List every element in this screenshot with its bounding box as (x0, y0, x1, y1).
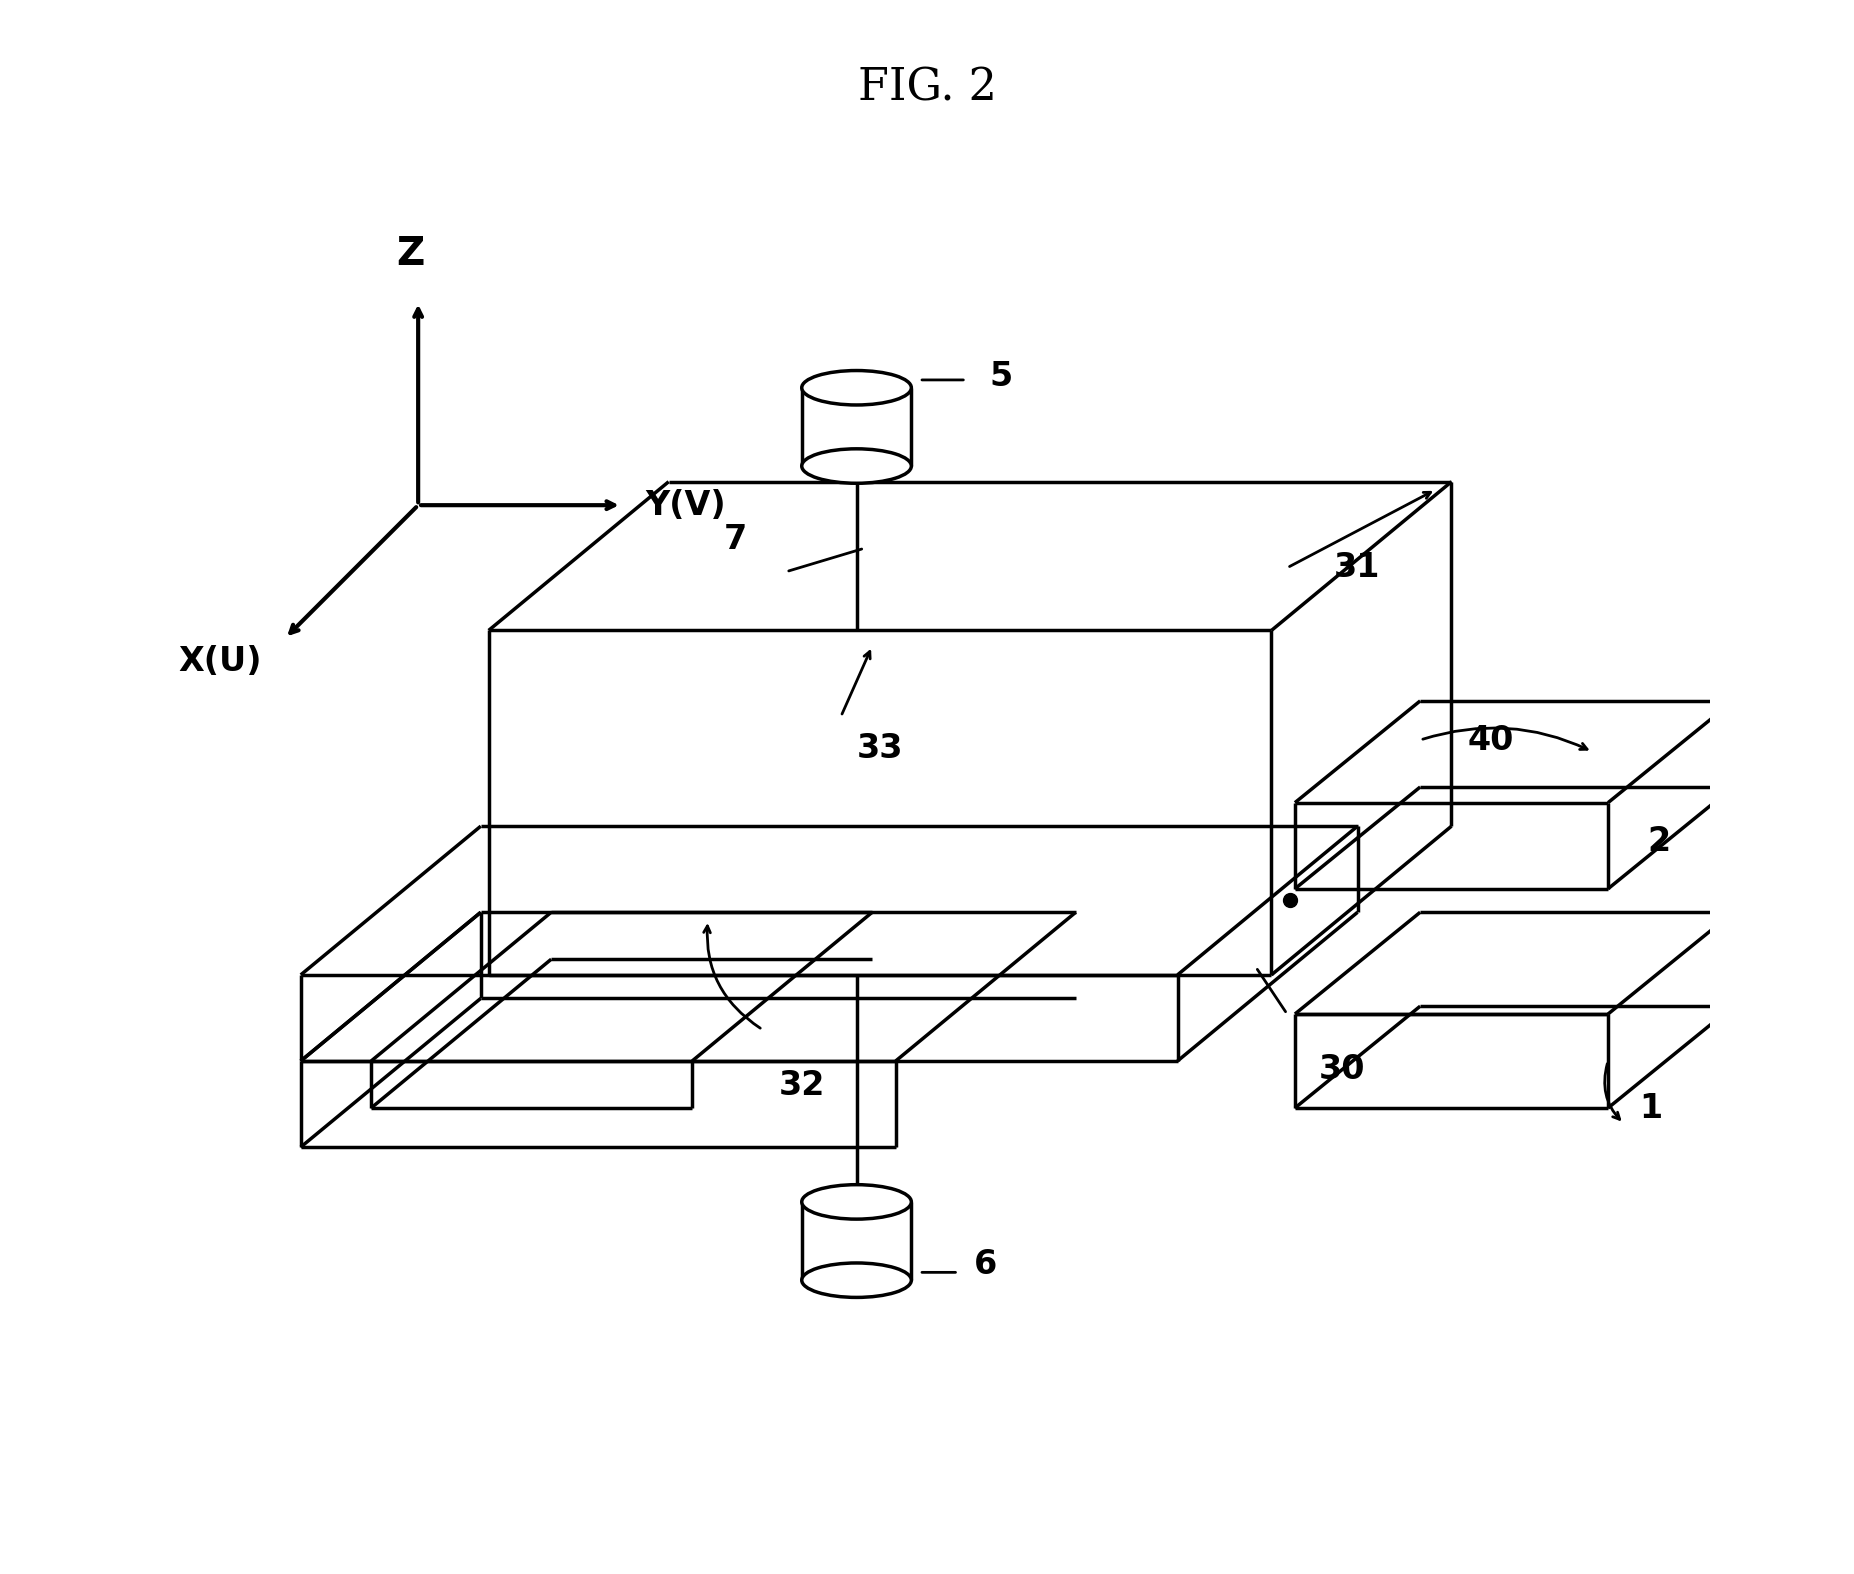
Text: 1: 1 (1639, 1092, 1663, 1125)
Text: 31: 31 (1335, 551, 1381, 584)
Text: 30: 30 (1318, 1053, 1365, 1086)
Text: X(U): X(U) (178, 645, 261, 678)
Text: 7: 7 (723, 523, 747, 556)
Text: 5: 5 (990, 360, 1012, 394)
Ellipse shape (801, 370, 912, 405)
Text: 2: 2 (1646, 825, 1670, 858)
Ellipse shape (801, 1185, 912, 1220)
Ellipse shape (801, 1262, 912, 1297)
Text: 33: 33 (857, 732, 903, 765)
Text: Y(V): Y(V) (645, 488, 725, 521)
Text: 40: 40 (1467, 724, 1513, 757)
Text: 32: 32 (779, 1069, 825, 1102)
Text: 6: 6 (973, 1248, 997, 1281)
Text: Z: Z (397, 236, 425, 274)
Text: FIG. 2: FIG. 2 (858, 66, 996, 110)
Ellipse shape (801, 449, 912, 483)
